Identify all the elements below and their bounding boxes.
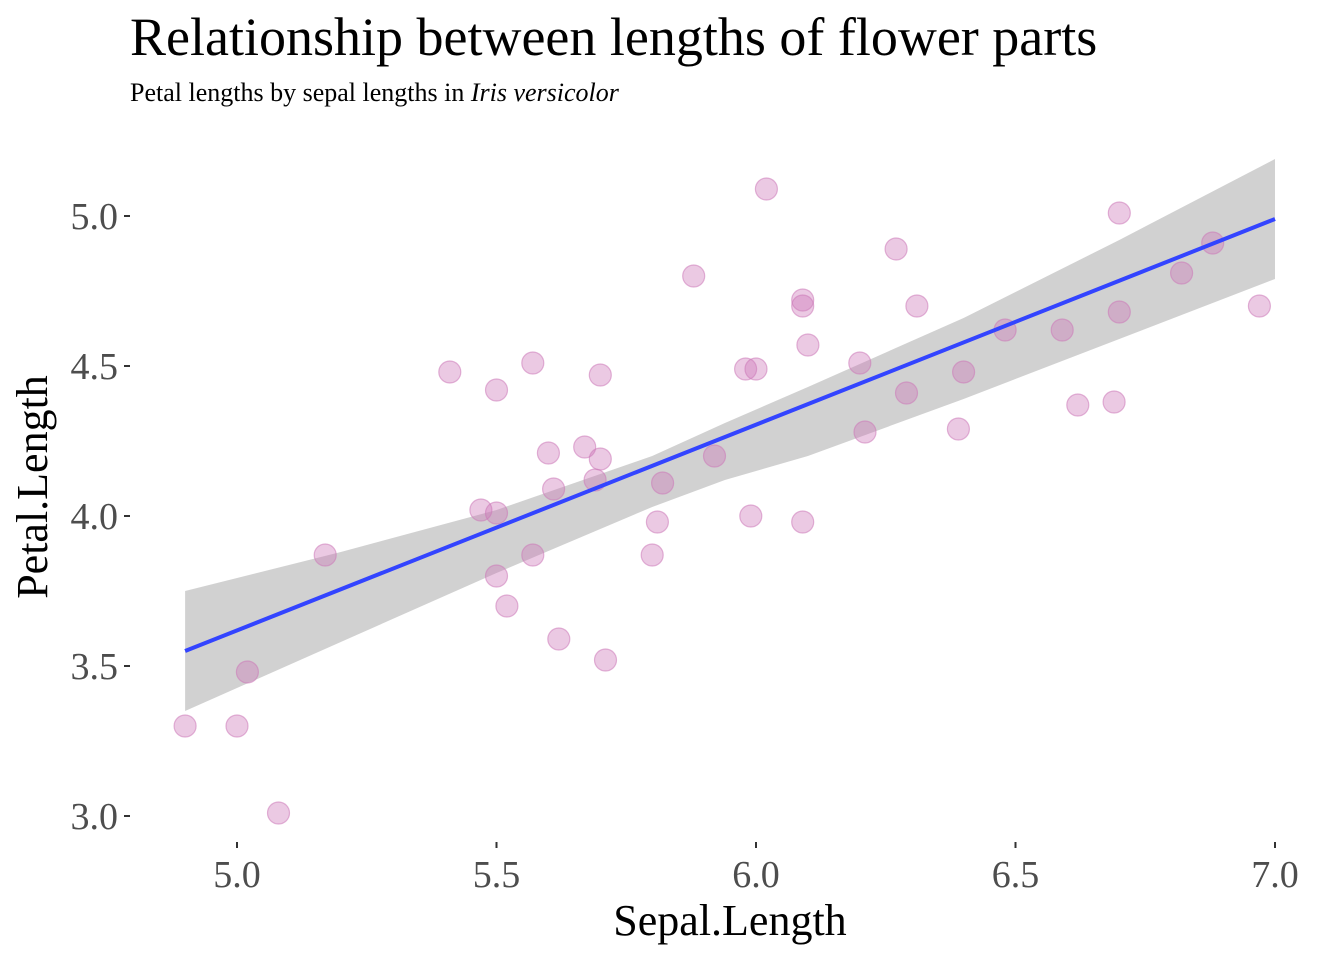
data-point xyxy=(739,504,763,528)
data-point xyxy=(682,264,706,288)
data-point xyxy=(1066,393,1090,417)
data-point xyxy=(313,543,337,567)
y-tick-label: 3.0 xyxy=(71,796,119,838)
y-tick-label: 4.0 xyxy=(71,496,119,538)
data-point xyxy=(1107,300,1131,324)
data-point xyxy=(905,294,929,318)
data-point xyxy=(650,471,675,495)
chart-title: Relationship between lengths of flower p… xyxy=(130,7,1097,67)
data-point xyxy=(1169,261,1194,285)
data-point xyxy=(853,420,877,444)
y-tick-label: 3.5 xyxy=(71,646,119,688)
data-point xyxy=(588,363,612,387)
data-point xyxy=(484,378,509,402)
chart-subtitle-species: Iris versicolor xyxy=(470,78,620,107)
data-point xyxy=(791,294,815,318)
data-point xyxy=(484,501,509,525)
data-point xyxy=(702,444,727,468)
x-tick-label: 6.5 xyxy=(992,854,1040,896)
x-tick-label: 7.0 xyxy=(1251,854,1299,896)
data-point xyxy=(469,498,493,522)
y-axis-title: Petal.Length xyxy=(8,375,57,599)
axes: 3.0 3.5 4.0 4.5 5.0 5.0 5.5 6.0 6.5 7.0 xyxy=(71,196,1299,896)
data-point xyxy=(521,351,545,375)
x-tick-label: 5.5 xyxy=(473,854,521,896)
regression-line xyxy=(184,217,1276,653)
data-point xyxy=(946,417,971,441)
data-point xyxy=(593,648,618,672)
data-point xyxy=(791,288,815,312)
data-point xyxy=(541,477,566,501)
chart-subtitle: Petal lengths by sepal lengths in Iris v… xyxy=(130,78,620,107)
data-point xyxy=(884,237,908,261)
plot-area xyxy=(173,159,1276,825)
data-point xyxy=(791,510,815,534)
data-point xyxy=(235,660,259,684)
data-point xyxy=(225,714,249,738)
data-point xyxy=(1050,318,1074,342)
x-axis-title: Sepal.Length xyxy=(613,896,846,945)
y-tick-label: 4.5 xyxy=(71,346,119,388)
data-point xyxy=(173,714,197,738)
data-point xyxy=(640,543,664,567)
data-point xyxy=(438,360,462,384)
data-point xyxy=(744,357,768,381)
data-point xyxy=(484,564,509,588)
data-point xyxy=(547,627,571,651)
data-point xyxy=(645,510,670,534)
data-point xyxy=(266,801,291,825)
data-point xyxy=(894,381,919,405)
data-point xyxy=(951,360,976,384)
data-point xyxy=(796,333,820,357)
data-point xyxy=(588,447,612,471)
data-point xyxy=(536,441,561,465)
x-tick-label: 5.0 xyxy=(213,854,261,896)
y-tick-label: 5.0 xyxy=(71,196,119,238)
data-point xyxy=(495,594,519,618)
data-point xyxy=(521,543,545,567)
data-point xyxy=(573,435,597,459)
data-point xyxy=(1107,201,1131,225)
data-point xyxy=(848,351,872,375)
x-tick-label: 6.0 xyxy=(732,854,780,896)
data-point xyxy=(1102,390,1126,414)
data-point xyxy=(1247,294,1272,318)
chart-subtitle-text: Petal lengths by sepal lengths in xyxy=(130,78,471,107)
data-point xyxy=(754,177,779,201)
